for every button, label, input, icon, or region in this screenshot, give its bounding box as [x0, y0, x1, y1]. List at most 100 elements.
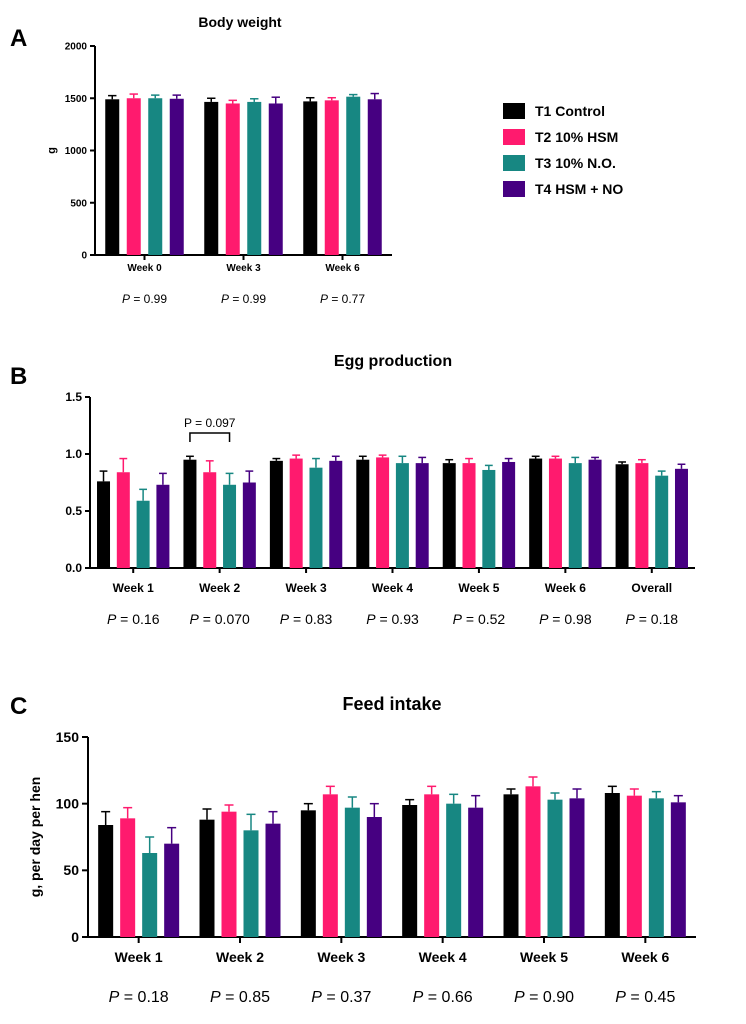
bar [367, 99, 382, 255]
chart-title: Feed intake [342, 694, 441, 714]
bar [547, 799, 563, 937]
p-value: P = 0.45 [615, 989, 675, 1006]
bar [655, 475, 669, 568]
p-value: P = 0.83 [280, 611, 333, 627]
bar [221, 811, 237, 937]
p-value: P = 0.18 [626, 611, 679, 627]
bar [120, 818, 136, 937]
p-value: P = 0.070 [189, 611, 250, 627]
y-tick-label: 0 [71, 929, 79, 945]
legend-label: T4 HSM + NO [535, 181, 623, 197]
p-value: P = 0.16 [107, 611, 160, 627]
bar [199, 819, 215, 937]
bar [402, 805, 418, 937]
bar [588, 459, 602, 568]
bar [242, 482, 256, 568]
y-tick-label: 1500 [65, 94, 88, 105]
legend-label: T2 10% HSM [535, 129, 618, 145]
bar [604, 793, 620, 937]
bar [116, 472, 130, 568]
bar [300, 810, 316, 937]
legend-swatch [503, 103, 525, 119]
y-tick-label: 2000 [65, 42, 88, 53]
bar [126, 98, 141, 255]
x-tick-label: Week 5 [520, 949, 568, 965]
y-tick-label: 0.0 [65, 561, 82, 575]
bar [529, 458, 543, 568]
y-tick-label: 1.5 [65, 390, 82, 404]
bar [462, 463, 476, 568]
bar [376, 457, 390, 568]
p-value: P = 0.93 [366, 611, 419, 627]
bar [322, 794, 338, 937]
bar [97, 481, 111, 568]
p-value: P = 0.66 [413, 989, 473, 1006]
p-value: P = 0.99 [122, 292, 167, 306]
panel-c: C Feed intake 0 50 100 150 g, per day per hen W… [10, 693, 696, 1006]
y-tick-label: 0.5 [65, 504, 82, 518]
bar [424, 794, 440, 937]
y-tick-label: 500 [70, 198, 87, 209]
p-value: P = 0.90 [514, 989, 574, 1006]
bar [169, 98, 184, 256]
bar [309, 467, 323, 568]
bar [446, 803, 462, 937]
x-tick-label: Week 3 [286, 581, 327, 595]
panel-letter: B [10, 363, 27, 390]
bar [269, 460, 283, 568]
x-tick-label: Week 4 [372, 581, 413, 595]
chart-title: Egg production [334, 353, 452, 370]
p-value: P = 0.77 [320, 292, 365, 306]
bar [329, 460, 343, 568]
bar [346, 96, 361, 256]
x-tick-label: Week 2 [216, 949, 264, 965]
x-tick-label: Week 2 [199, 581, 240, 595]
bar [142, 853, 158, 937]
bar [204, 101, 219, 255]
bar [468, 807, 484, 937]
bar [243, 830, 259, 937]
bar [203, 472, 217, 568]
x-tick-label: Week 0 [127, 263, 162, 274]
bar [415, 463, 429, 568]
bar [525, 786, 541, 937]
legend-label: T1 Control [535, 103, 605, 119]
bar [615, 464, 629, 568]
y-tick-label: 1.0 [65, 447, 82, 461]
bar [148, 98, 163, 255]
x-tick-label: Week 4 [419, 949, 467, 965]
bar [98, 825, 114, 937]
x-tick-label: Week 3 [317, 949, 365, 965]
bar [324, 100, 339, 255]
y-axis-label: g, per day per hen [27, 777, 43, 898]
bar [183, 459, 197, 568]
bar [356, 459, 370, 568]
legend-swatch [503, 155, 525, 171]
y-axis-label: g [46, 147, 58, 154]
legend: T1 Control T2 10% HSM T3 10% N.O. T4 HSM + … [503, 103, 623, 197]
panel-a: A Body weight 0 500 1000 1500 2000 g Week 0 P = 0… [10, 14, 392, 306]
p-value: P = 0.18 [109, 989, 169, 1006]
significance-bracket [189, 432, 231, 442]
y-tick-label: 1000 [65, 146, 88, 157]
bar [105, 99, 120, 255]
bar [482, 469, 496, 568]
bar [569, 798, 585, 937]
bar [225, 103, 240, 255]
bar [344, 807, 360, 937]
x-tick-label: Week 6 [545, 581, 586, 595]
bar [626, 795, 642, 937]
p-value: P = 0.85 [210, 989, 270, 1006]
y-tick-label: 150 [56, 729, 80, 745]
bar [635, 463, 649, 568]
bar [442, 463, 456, 568]
p-value: P = 0.98 [539, 611, 592, 627]
bar [164, 843, 180, 937]
p-value: P = 0.52 [453, 611, 506, 627]
bar [568, 463, 582, 568]
bar [674, 468, 688, 568]
y-tick-label: 100 [56, 796, 80, 812]
x-tick-label: Week 5 [458, 581, 499, 595]
x-tick-label: Week 3 [226, 263, 261, 274]
x-tick-label: Week 1 [115, 949, 163, 965]
